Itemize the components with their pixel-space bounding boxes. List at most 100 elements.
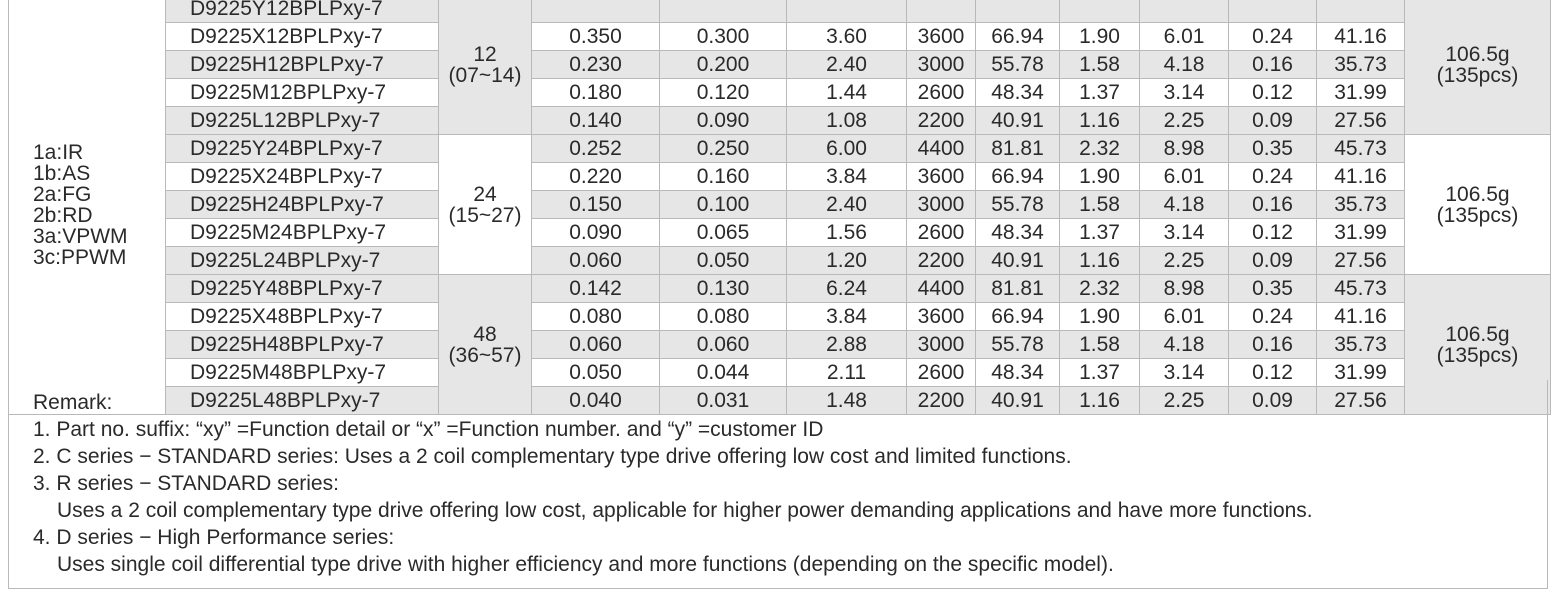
weight-cell: 106.5g (135pcs) (1404, 134, 1551, 275)
voltage-cell: 24 (15~27) (438, 134, 532, 275)
table-row: D9225L12BPLPxy-7 0.140 0.090 1.08 2200 40.91 1… (9, 106, 1551, 135)
data-cell: 66.94 (975, 302, 1060, 331)
data-cell: 3000 (906, 330, 976, 359)
data-cell: 0.09 (1228, 386, 1317, 415)
data-cell: 0.140 (531, 106, 660, 135)
part-number-cell: D9225X12BPLPxy-7 (165, 22, 439, 51)
data-cell: 27.56 (1316, 386, 1405, 415)
data-cell: 0.060 (531, 246, 660, 275)
part-number-cell: D9225Y12BPLPxy-7 (165, 0, 439, 23)
data-cell: 0.250 (659, 134, 787, 163)
part-number-cell: D9225Y48BPLPxy-7 (165, 274, 439, 303)
function-code: 3c:PPWM (33, 245, 127, 269)
data-cell: 2200 (906, 106, 976, 135)
data-cell: 0.220 (531, 162, 660, 191)
function-codes-cell: 1a:IR 1b:AS 2a:FG 2b:RD 3a:VPWM 3c:PPWM (8, 0, 166, 415)
data-cell: 2.40 (786, 190, 907, 219)
part-number-cell: D9225M24BPLPxy-7 (165, 218, 439, 247)
data-cell: 0.150 (531, 190, 660, 219)
data-cell: 31.99 (1316, 358, 1405, 387)
data-cell: 1.37 (1059, 218, 1140, 247)
function-code: 1b:AS (33, 161, 91, 185)
data-cell: 0.12 (1228, 78, 1317, 107)
table-row: D9225Y48BPLPxy-7 48 (36~57) 0.142 0.130 6.24 4… (9, 274, 1551, 415)
data-cell: 35.73 (1316, 50, 1405, 79)
data-cell: 0.130 (659, 274, 787, 303)
part-number-cell: D9225L24BPLPxy-7 (165, 246, 439, 275)
data-cell: 1.08 (786, 106, 907, 135)
data-cell: 0.350 (531, 22, 660, 51)
data-cell: 1.16 (1059, 106, 1140, 135)
data-cell: 1.90 (1059, 302, 1140, 331)
data-cell: 0.080 (659, 302, 787, 331)
remark-box: Remark: 1. Part no. suffix: “xy” =Functi… (8, 380, 1548, 589)
data-cell: 0.040 (531, 386, 660, 415)
data-cell: 3.14 (1139, 218, 1229, 247)
data-cell: 0.16 (1228, 50, 1317, 79)
data-cell: 3.84 (786, 162, 907, 191)
data-cell (1228, 0, 1317, 23)
weight-cell: 106.5g (135pcs) (1404, 274, 1551, 415)
part-number-cell: D9225H48BPLPxy-7 (165, 330, 439, 359)
voltage-value: 24 (473, 182, 497, 206)
data-cell: 0.35 (1228, 274, 1317, 303)
data-cell: 3600 (906, 22, 976, 51)
weight-value: 106.5g (1445, 322, 1510, 346)
data-cell: 0.044 (659, 358, 787, 387)
data-cell: 1.90 (1059, 162, 1140, 191)
data-cell: 1.37 (1059, 358, 1140, 387)
data-cell: 6.24 (786, 274, 907, 303)
data-cell (906, 0, 976, 23)
table-row: D9225H12BPLPxy-7 0.230 0.200 2.40 3000 55.78 1… (9, 50, 1551, 79)
data-cell: 4.18 (1139, 330, 1229, 359)
data-cell: 35.73 (1316, 330, 1405, 359)
data-cell: 2.40 (786, 50, 907, 79)
data-cell: 6.01 (1139, 22, 1229, 51)
data-cell: 55.78 (975, 330, 1060, 359)
data-cell (659, 0, 787, 23)
data-cell: 0.09 (1228, 246, 1317, 275)
remark-line-3-detail: Uses a 2 coil complementary type drive o… (57, 499, 1313, 522)
data-cell: 0.16 (1228, 330, 1317, 359)
voltage-range: (15~27) (448, 203, 522, 227)
data-cell: 0.24 (1228, 302, 1317, 331)
table-row: D9225H24BPLPxy-7 0.150 0.100 2.40 3000 55.78 1… (9, 190, 1551, 219)
data-cell: 0.12 (1228, 218, 1317, 247)
part-number-cell: D9225L12BPLPxy-7 (165, 106, 439, 135)
data-cell: 8.98 (1139, 134, 1229, 163)
weight-cell: 106.5g (135pcs) (1404, 0, 1551, 135)
data-cell: 0.142 (531, 274, 660, 303)
data-cell: 6.01 (1139, 302, 1229, 331)
data-cell: 2600 (906, 78, 976, 107)
part-number-cell: D9225X48BPLPxy-7 (165, 302, 439, 331)
table-row: D9225X12BPLPxy-7 0.350 0.300 3.60 3600 66.94 1… (9, 22, 1551, 51)
data-cell: 0.120 (659, 78, 787, 107)
data-cell: 3.14 (1139, 78, 1229, 107)
data-cell: 0.090 (531, 218, 660, 247)
table-row: D9225X48BPLPxy-7 0.080 0.080 3.84 3600 66.94 1… (9, 302, 1551, 331)
data-cell: 40.91 (975, 106, 1060, 135)
table-row: 1a:IR 1b:AS 2a:FG 2b:RD 3a:VPWM 3c:PPWM D9225Y… (8, 0, 1551, 415)
data-cell: 2.25 (1139, 106, 1229, 135)
weight-pcs: (135pcs) (1436, 203, 1519, 227)
data-cell: 55.78 (975, 50, 1060, 79)
data-cell: 6.01 (1139, 162, 1229, 191)
voltage-cell: 12 (07~14) (438, 0, 532, 135)
function-code: 2a:FG (33, 182, 92, 206)
data-cell: 0.060 (659, 330, 787, 359)
data-cell: 1.16 (1059, 386, 1140, 415)
data-cell: 41.16 (1316, 22, 1405, 51)
data-cell: 1.37 (1059, 78, 1140, 107)
part-number-cell: D9225L48BPLPxy-7 (165, 386, 439, 415)
remark-line-4-detail: Uses single coil differential type drive… (57, 553, 1114, 576)
weight-value: 106.5g (1445, 182, 1510, 206)
remark-line-4: 4. D series − High Performance series: (33, 526, 395, 549)
data-cell: 45.73 (1316, 274, 1405, 303)
data-cell: 1.90 (1059, 22, 1140, 51)
data-cell: 27.56 (1316, 106, 1405, 135)
data-cell: 0.180 (531, 78, 660, 107)
voltage-value: 48 (473, 322, 497, 346)
data-cell (531, 0, 660, 23)
data-cell: 1.48 (786, 386, 907, 415)
data-cell: 1.58 (1059, 330, 1140, 359)
